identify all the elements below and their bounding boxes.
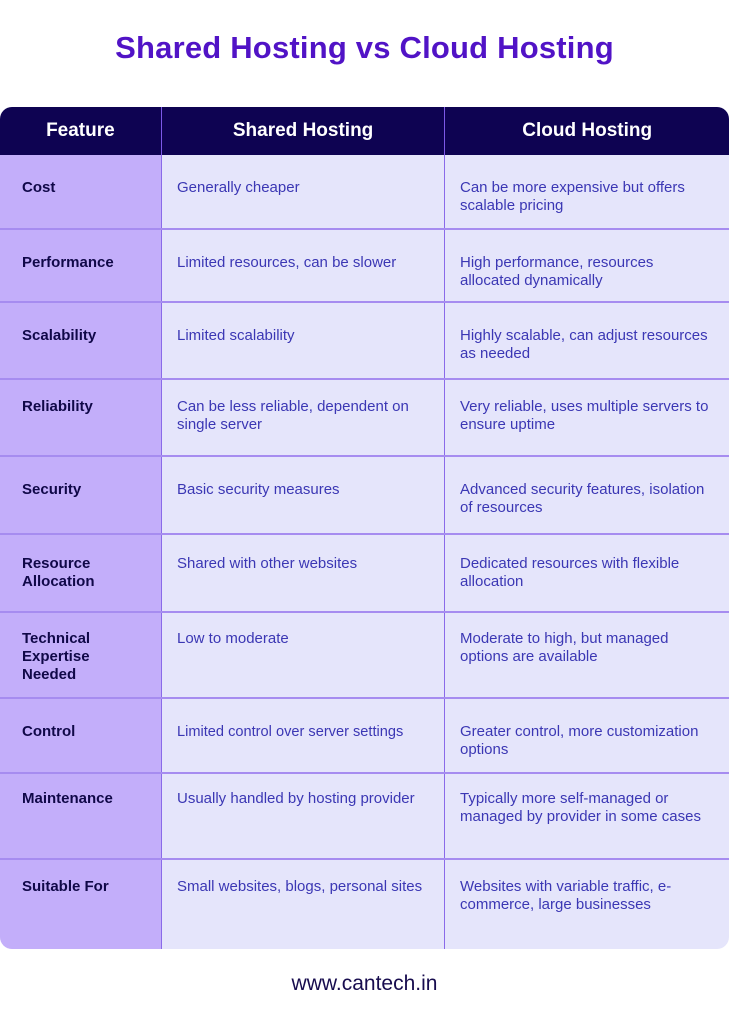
shared-cell: Can be less reliable, dependent on singl… — [161, 380, 444, 455]
table-row: Technical Expertise Needed Low to modera… — [0, 611, 729, 697]
table-row: Resource Allocation Shared with other we… — [0, 533, 729, 611]
shared-cell: Generally cheaper — [161, 155, 444, 228]
table-row: Control Limited control over server sett… — [0, 697, 729, 772]
shared-cell: Limited scalability — [161, 303, 444, 378]
cloud-cell: Typically more self-managed or managed b… — [444, 774, 728, 858]
feature-cell: Reliability — [0, 380, 161, 455]
website-url: www.cantech.in — [291, 972, 438, 995]
feature-cell: Technical Expertise Needed — [0, 613, 161, 697]
table-row: Suitable For Small websites, blogs, pers… — [0, 858, 729, 949]
header-feature: Feature — [46, 120, 115, 141]
cloud-cell: Highly scalable, can adjust resources as… — [444, 303, 728, 378]
cloud-cell: Can be more expensive but offers scalabl… — [444, 155, 728, 228]
feature-cell: Resource Allocation — [0, 535, 161, 611]
table-row: Performance Limited resources, can be sl… — [0, 228, 729, 301]
cloud-cell: Dedicated resources with flexible alloca… — [444, 535, 728, 611]
cloud-cell: Advanced security features, isolation of… — [444, 457, 728, 533]
shared-cell: Shared with other websites — [161, 535, 444, 611]
table-row: Scalability Limited scalability Highly s… — [0, 301, 729, 378]
cloud-cell: Greater control, more customization opti… — [444, 699, 728, 772]
table-header: Feature Shared Hosting Cloud Hosting — [0, 107, 729, 155]
table-row: Cost Generally cheaper Can be more expen… — [0, 155, 729, 228]
cloud-cell: Websites with variable traffic, e-commer… — [444, 860, 728, 949]
feature-cell: Scalability — [0, 303, 161, 378]
header-cloud-hosting: Cloud Hosting — [444, 107, 729, 155]
comparison-table: Feature Shared Hosting Cloud Hosting Cos… — [0, 107, 729, 949]
shared-cell: Small websites, blogs, personal sites — [161, 860, 444, 949]
feature-cell: Suitable For — [0, 860, 161, 949]
table-row: Reliability Can be less reliable, depend… — [0, 378, 729, 455]
header-shared-hosting: Shared Hosting — [160, 107, 445, 155]
table-body: Cost Generally cheaper Can be more expen… — [0, 155, 729, 949]
cloud-cell: High performance, resources allocated dy… — [444, 230, 728, 301]
cloud-cell: Very reliable, uses multiple servers to … — [444, 380, 728, 455]
feature-cell: Maintenance — [0, 774, 161, 858]
feature-cell: Control — [0, 699, 161, 772]
shared-cell: Limited control over server settings — [161, 699, 444, 772]
shared-cell: Usually handled by hosting provider — [161, 774, 444, 858]
page-title: Shared Hosting vs Cloud Hosting — [115, 30, 614, 65]
table-row: Maintenance Usually handled by hosting p… — [0, 772, 729, 858]
shared-cell: Limited resources, can be slower — [161, 230, 444, 301]
feature-cell: Cost — [0, 155, 161, 228]
table-row: Security Basic security measures Advance… — [0, 455, 729, 533]
cloud-cell: Moderate to high, but managed options ar… — [444, 613, 728, 697]
shared-cell: Basic security measures — [161, 457, 444, 533]
feature-cell: Security — [0, 457, 161, 533]
shared-cell: Low to moderate — [161, 613, 444, 697]
feature-cell: Performance — [0, 230, 161, 301]
